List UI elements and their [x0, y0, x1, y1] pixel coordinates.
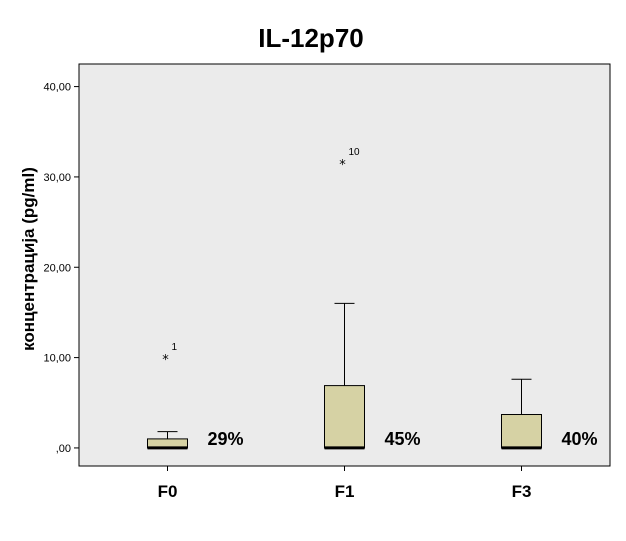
y-tick-label: 30,00: [43, 172, 71, 184]
box-rect: [324, 385, 365, 449]
box-rect: [501, 414, 542, 449]
outlier-marker: *: [162, 353, 169, 368]
chart-title: IL-12p70: [258, 23, 364, 53]
x-tick-label: F1: [335, 482, 355, 501]
outlier-marker: *: [339, 158, 346, 173]
y-axis: ,00 10,00 20,00 30,00 40,00: [43, 82, 79, 455]
box-f0: 29% *1: [147, 342, 244, 450]
percent-label: 29%: [208, 429, 244, 449]
x-tick-label: F3: [512, 482, 532, 501]
box-f1: 45% *10: [324, 147, 421, 450]
outlier-id-label: 10: [349, 147, 361, 158]
y-tick-label: ,00: [56, 443, 71, 455]
x-tick-label: F0: [158, 482, 178, 501]
outlier-id-label: 1: [172, 342, 178, 353]
y-axis-label: концентрација (pg/ml): [19, 167, 38, 351]
y-tick-label: 20,00: [43, 262, 71, 274]
x-axis: F0 F1 F3: [158, 466, 532, 501]
y-tick-label: 10,00: [43, 353, 71, 365]
percent-label: 40%: [562, 429, 598, 449]
box-f3: 40%: [501, 378, 598, 450]
y-tick-label: 40,00: [43, 82, 71, 94]
percent-label: 45%: [385, 429, 421, 449]
